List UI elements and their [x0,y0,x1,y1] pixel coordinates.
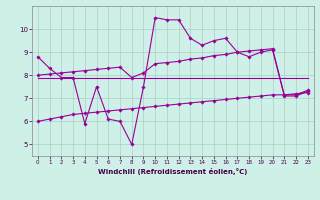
X-axis label: Windchill (Refroidissement éolien,°C): Windchill (Refroidissement éolien,°C) [98,168,247,175]
